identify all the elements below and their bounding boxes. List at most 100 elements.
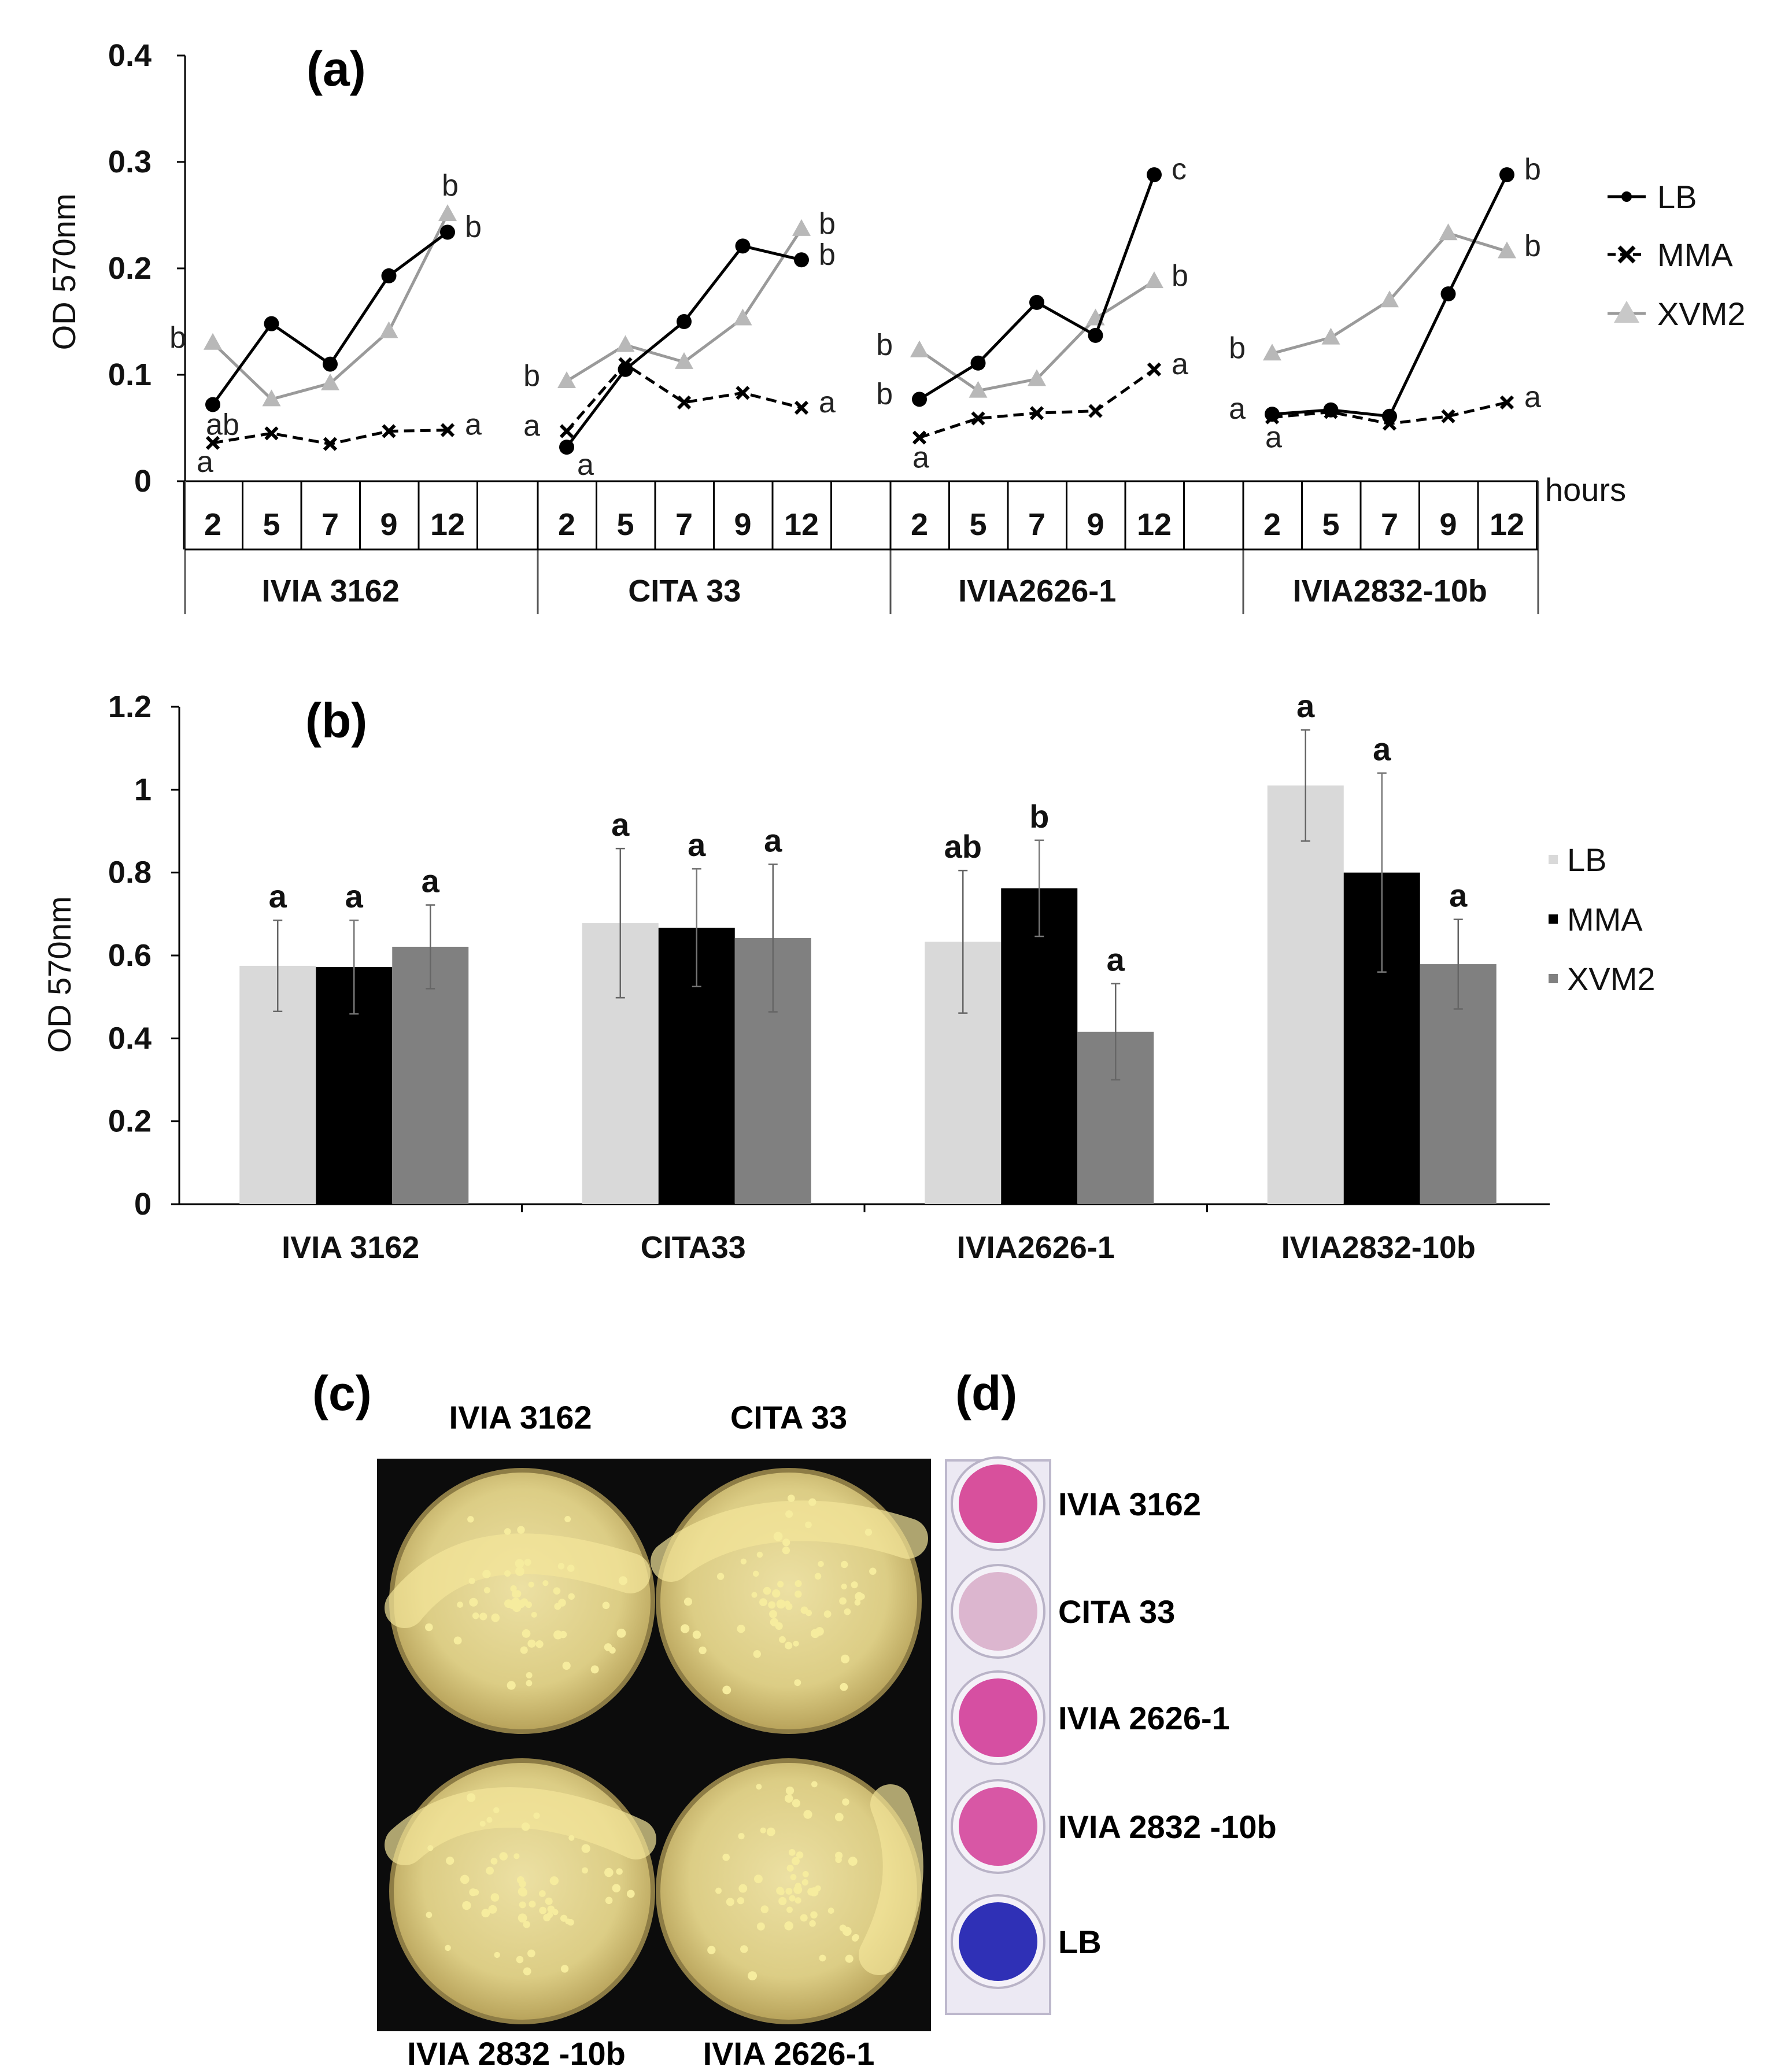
bacterial-colony: [715, 1887, 722, 1894]
bacterial-colony: [839, 1597, 847, 1605]
significance-letter: a: [523, 409, 540, 443]
bacterial-colony: [479, 1821, 486, 1827]
bacterial-colony: [823, 1610, 832, 1618]
significance-letter: b: [442, 169, 459, 202]
significance-letter: a: [1107, 942, 1125, 978]
bacterial-colony: [692, 1630, 701, 1639]
bacterial-colony: [785, 1641, 793, 1650]
legend-swatch-xvm2: [1549, 974, 1558, 983]
data-point-mma: [205, 436, 220, 450]
data-point-lb: [559, 440, 574, 455]
data-point-xvm2: [379, 321, 398, 338]
bar-lb: [1267, 785, 1344, 1204]
bacterial-colony: [726, 1898, 734, 1906]
panel-a-hour-label: 7: [1381, 507, 1398, 542]
bacterial-colony: [756, 1922, 765, 1931]
bacterial-colony: [526, 1672, 533, 1678]
bacterial-colony: [775, 1622, 783, 1630]
bacterial-colony: [522, 1629, 531, 1638]
bacterial-colony: [523, 1967, 531, 1976]
panel-a-axes: 0 0.1 0.2 0.3 0.4: [108, 38, 1538, 499]
significance-letter: a: [1296, 688, 1315, 724]
panel-d-well-strip: (d) IVIA 3162 CITA 33 IVIA 2626-1 IVIA 2832…: [945, 1366, 1277, 2015]
bacterial-colony: [795, 1590, 802, 1598]
bacterial-colony: [488, 1905, 497, 1914]
bacterial-colony: [626, 1890, 635, 1898]
significance-letter: ab: [944, 828, 982, 865]
bacterial-colony: [786, 1906, 793, 1913]
bacterial-colony: [786, 1864, 794, 1872]
significance-letter: b: [876, 377, 893, 411]
bacterial-colony: [751, 1592, 758, 1598]
well-label: IVIA 3162: [1058, 1486, 1201, 1522]
bacterial-colony: [806, 1610, 812, 1617]
significance-letter: b: [169, 321, 186, 355]
significance-letter: a: [1229, 392, 1246, 426]
bacterial-colony: [490, 1858, 498, 1865]
bacterial-colony: [796, 1851, 804, 1859]
bacterial-colony: [864, 1529, 873, 1536]
bacterial-colony: [777, 1581, 784, 1588]
bacterial-colony: [524, 1559, 531, 1566]
bacterial-colony: [539, 1906, 547, 1914]
panel-a-hour-label: 9: [380, 507, 397, 542]
bacterial-colony: [778, 1888, 785, 1895]
panel-a-hour-label: 2: [558, 507, 575, 542]
legend-marker-lb: [1621, 191, 1632, 202]
bacterial-colony: [805, 1521, 812, 1529]
well-stain: [959, 1572, 1037, 1651]
bacterial-colony: [567, 1565, 575, 1572]
data-point-xvm2: [792, 219, 811, 236]
bacterial-colony: [513, 1853, 520, 1859]
bacterial-colony: [801, 1879, 808, 1886]
panel-b-category-label: CITA33: [641, 1230, 746, 1265]
panel-a-strain-label: IVIA2626-1: [958, 574, 1116, 608]
bacterial-colony: [795, 1580, 802, 1588]
significance-letter: a: [465, 408, 482, 442]
panel-b-y-tick-label: 0.2: [108, 1104, 152, 1139]
bacterial-colony: [565, 1918, 571, 1925]
bacterial-colony: [858, 1593, 865, 1600]
significance-letter: b: [1029, 798, 1049, 835]
data-point-mma: [559, 424, 574, 438]
panel-b-y-tick-label: 0.4: [108, 1021, 152, 1056]
bacterial-colony: [609, 1647, 616, 1654]
bar-xvm2: [392, 946, 469, 1204]
bacterial-colony: [794, 1679, 801, 1687]
panel-a-strain-label: IVIA 3162: [262, 574, 400, 608]
bacterial-colony: [493, 1807, 500, 1814]
bacterial-colony: [479, 1613, 487, 1621]
data-point-mma: [440, 423, 455, 437]
bacterial-colony: [445, 1944, 451, 1951]
bacterial-colony: [776, 1599, 786, 1609]
bacterial-colony: [827, 1907, 834, 1914]
bacterial-colony: [784, 1794, 793, 1803]
bacterial-colony: [560, 1965, 569, 1973]
panel-b-category-label: IVIA2832-10b: [1281, 1230, 1476, 1265]
data-point-lb: [1440, 286, 1456, 302]
bacterial-colony: [841, 1560, 848, 1569]
data-point-xvm2: [1498, 241, 1516, 259]
panel-a-hour-label: 12: [784, 507, 819, 542]
bacterial-colony: [549, 1876, 559, 1885]
significance-letter: b: [465, 210, 482, 243]
bacterial-colony: [612, 1884, 621, 1892]
panel-a-hour-label: 2: [911, 507, 928, 542]
data-point-xvm2: [733, 308, 752, 326]
panel-a-line-chart: (a) OD 570nm 0 0.1 0.2 0.3 0.4 2 5 7 9 12 IVIA 31…: [46, 38, 1746, 614]
legend-label: MMA: [1657, 237, 1733, 273]
data-point-xvm2: [557, 371, 576, 389]
data-point-mma: [794, 400, 809, 415]
bacterial-colony: [568, 1593, 575, 1600]
bacterial-colony: [766, 1827, 775, 1836]
bacterial-colony: [558, 1599, 566, 1607]
bacterial-colony: [834, 1813, 844, 1822]
legend-swatch-lb: [1549, 855, 1558, 864]
bacterial-colony: [845, 1954, 853, 1963]
bacterial-colony: [803, 1810, 812, 1819]
panel-a-hour-label: 2: [204, 507, 221, 542]
plate-label-top-left: IVIA 3162: [449, 1399, 592, 1436]
bacterial-colony: [504, 1599, 513, 1608]
significance-letter: b: [1524, 230, 1541, 263]
panel-a-y-tick-label: 0.3: [108, 145, 152, 179]
